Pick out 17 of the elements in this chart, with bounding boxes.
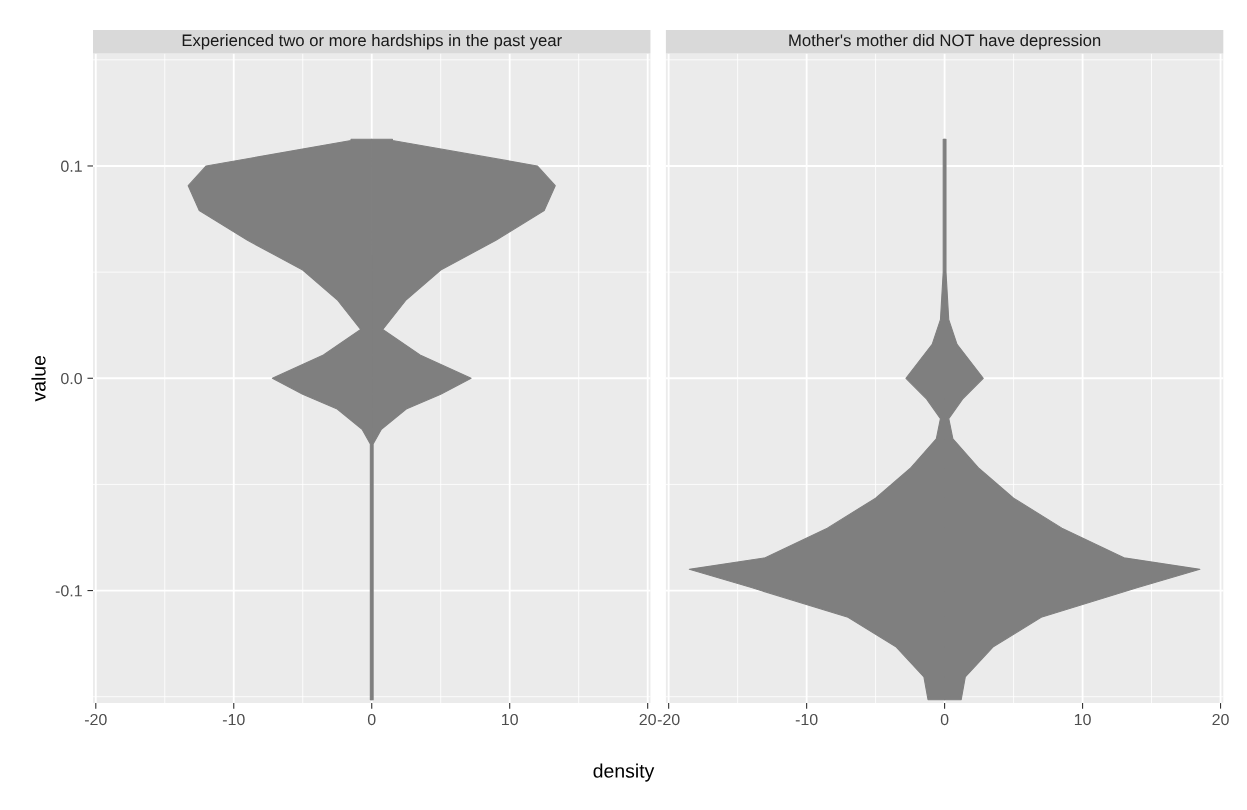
y-tick-label: 0.0 — [61, 372, 82, 385]
x-tick-label: -20 — [84, 713, 107, 726]
x-tick-label: -20 — [657, 713, 680, 726]
x-tick-label: 0 — [940, 713, 949, 726]
x-tick-label: 0 — [367, 713, 376, 726]
y-axis-title: value — [31, 355, 46, 402]
x-tick-label: -10 — [795, 713, 818, 726]
x-tick-label: 10 — [1074, 713, 1091, 726]
y-tick-label: -0.1 — [55, 585, 82, 597]
x-tick-label: 10 — [502, 713, 518, 726]
x-tick-label: -10 — [222, 713, 245, 726]
x-axis-title: density — [593, 763, 655, 782]
x-tick-label: 20 — [1212, 713, 1229, 726]
x-tick-label: 20 — [639, 713, 656, 726]
y-tick-label: 0.1 — [61, 160, 82, 172]
chart-title: Mother's mother did NOT have depression — [789, 34, 1101, 50]
chart-title: Experienced two or more hardships in the past year — [182, 34, 562, 50]
